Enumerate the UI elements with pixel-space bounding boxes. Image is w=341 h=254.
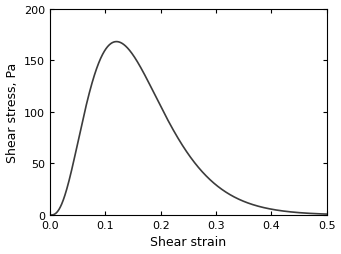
X-axis label: Shear strain: Shear strain <box>150 235 226 248</box>
Y-axis label: Shear stress, Pa: Shear stress, Pa <box>5 62 18 162</box>
